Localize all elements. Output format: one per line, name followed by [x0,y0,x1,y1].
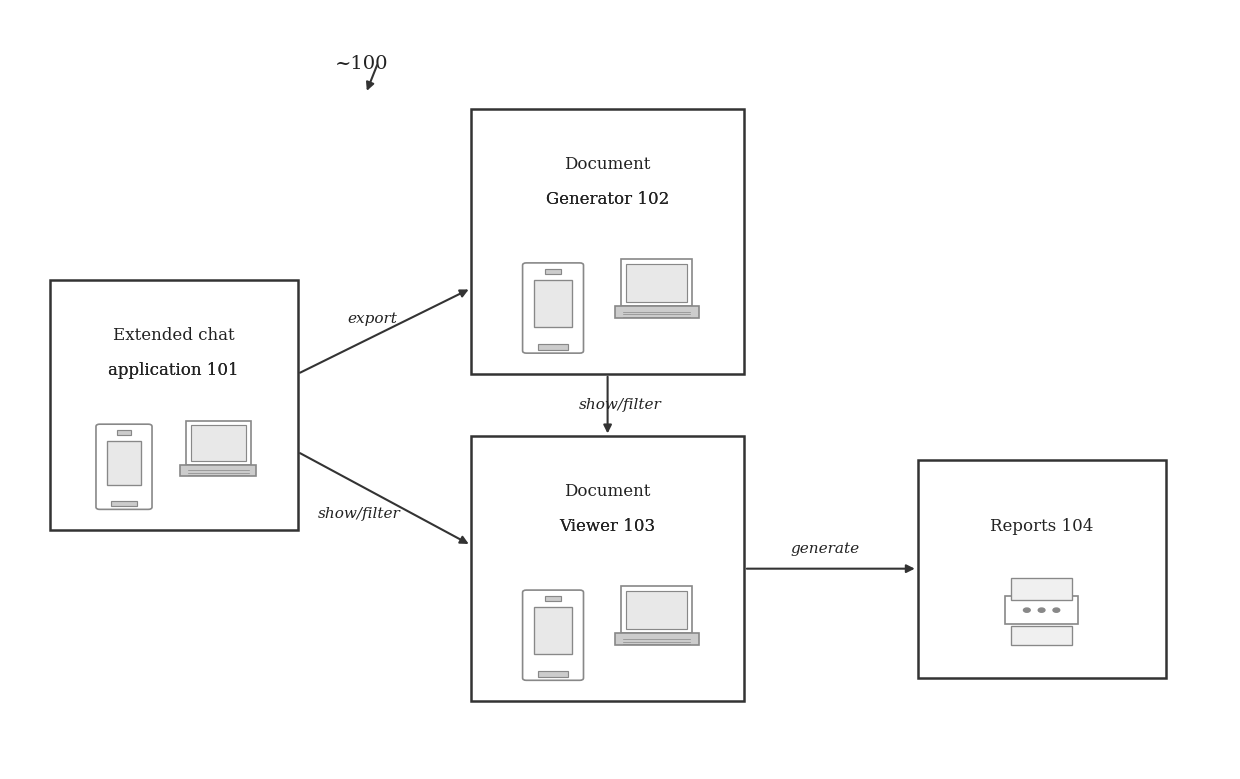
Bar [546,269,560,273]
Text: ~100: ~100 [335,55,388,72]
Text: Viewer 103: Viewer 103 [559,518,656,535]
FancyBboxPatch shape [471,436,744,701]
Circle shape [1053,608,1060,612]
Bar [180,465,257,477]
Bar [191,425,246,460]
FancyBboxPatch shape [95,425,153,509]
Bar [1012,579,1071,600]
Bar [1004,596,1079,624]
Bar [534,280,572,327]
Bar [626,264,687,301]
Text: Document: Document [564,156,651,173]
FancyBboxPatch shape [471,109,744,374]
Bar [538,344,568,350]
FancyBboxPatch shape [50,280,298,530]
Text: Reports 104: Reports 104 [990,518,1094,535]
Text: show/filter: show/filter [319,507,401,521]
Bar [621,587,692,633]
Text: application 101: application 101 [108,362,239,379]
Bar [621,259,692,306]
Circle shape [1038,608,1045,612]
Bar [615,306,698,319]
Text: Document: Document [564,483,651,500]
Bar [626,591,687,629]
Bar [110,501,138,506]
Bar [534,608,572,654]
Bar [186,421,250,465]
Text: show/filter: show/filter [579,398,661,412]
Text: Extended chat: Extended chat [113,327,234,344]
FancyBboxPatch shape [918,460,1166,678]
FancyBboxPatch shape [522,590,584,680]
Bar [615,633,698,646]
Bar [538,671,568,677]
Text: export: export [347,312,397,326]
Text: Generator 102: Generator 102 [546,191,670,208]
Bar [546,596,560,601]
Bar [117,430,131,435]
Text: Viewer 103: Viewer 103 [559,518,656,535]
Circle shape [1023,608,1030,612]
Text: Generator 102: Generator 102 [546,191,670,208]
Text: generate: generate [790,542,859,556]
Bar [1012,626,1071,645]
FancyBboxPatch shape [522,263,584,353]
Text: application 101: application 101 [108,362,239,379]
Bar [107,441,141,485]
